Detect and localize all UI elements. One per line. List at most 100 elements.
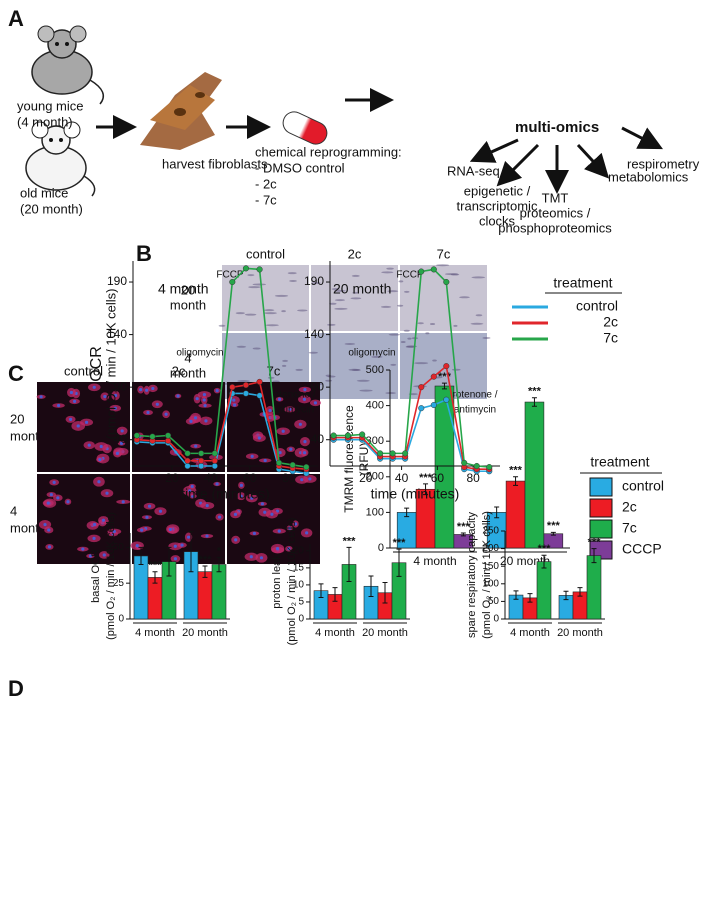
point [242,390,249,397]
label: chemical reprogramming: [255,144,402,159]
nucleus [113,393,118,398]
error-bar [382,582,388,604]
y-tick-label: 20 [293,545,305,556]
nucleus [49,493,53,497]
x-tick-label: 20 month [182,627,228,639]
point [289,461,296,468]
cell [334,299,346,302]
point [229,278,236,286]
point [242,265,249,272]
nucleus [257,436,261,440]
label: clocks [479,213,516,228]
x-tick-label: 20 [165,471,179,485]
cell [405,345,416,348]
point [133,432,140,439]
error-bar [216,556,222,573]
nucleus [277,529,281,533]
fibroblasts [140,72,222,150]
point [165,432,172,439]
bar [586,555,602,620]
nucleus [66,500,70,504]
point [198,450,205,457]
error-bar [138,546,144,566]
nucleus [233,403,237,407]
hub-label: multi-omics [515,119,599,136]
y-tick-label: 250 [482,526,499,537]
nucleus [288,526,292,530]
nucleus [76,424,80,428]
nucleus [190,484,194,488]
y-axis-label: spare respiratory capacity [466,512,478,638]
point [430,373,437,380]
significance-label: *** [343,535,357,547]
label: respirometry [627,156,700,171]
legend-label: 2c [603,314,618,330]
point [443,396,450,403]
point [359,431,366,438]
arrow [621,126,664,150]
nucleus [43,522,47,527]
y-tick-label: 90 [114,379,128,393]
bar [133,555,149,620]
nucleus [250,496,254,500]
point [389,450,396,457]
point [377,450,384,457]
nucleus [176,394,180,398]
cell [414,362,429,365]
y-tick-label: 100 [366,506,384,518]
nucleus [173,557,178,561]
annotation: rotenone / [452,390,497,401]
error-bar [318,583,324,599]
point [229,384,236,391]
y-tick-label: 500 [366,364,384,376]
label: TMT [542,190,569,205]
cell [459,296,470,299]
y-axis-label: basal OCR [90,549,102,603]
label: phosphoproteomics [498,220,612,235]
nucleus [121,500,125,504]
point [184,457,191,464]
nucleus [115,451,120,456]
cell [407,337,412,340]
cell [252,347,261,350]
legend-label: 7c [603,330,618,346]
significance-label: *** [547,520,561,532]
y-tick-label: 150 [482,561,499,572]
y-tick-label: 40 [311,432,325,446]
nucleus [168,527,172,532]
nucleus [92,385,96,389]
nucleus [270,512,274,516]
annotation: rotenone / [270,390,315,401]
significance-label: *** [199,554,213,566]
nucleus [234,538,238,542]
y-tick-label: 50 [488,596,500,607]
nucleus [103,394,107,399]
nucleus [92,536,96,540]
y-tick-label: 40 [114,432,128,446]
nucleus [97,480,101,484]
nucleus [145,515,149,519]
cell [295,368,303,371]
nucleus [146,410,150,415]
point [165,437,172,444]
cell [281,310,286,313]
nucleus [239,494,243,498]
cell [400,340,406,343]
label: transcriptomic [457,198,538,213]
point [402,450,409,457]
panel-letter: B [136,241,152,266]
label: RNA-seq [447,163,500,178]
nucleus [194,444,198,448]
nucleus [140,528,144,532]
cell [334,307,348,310]
nucleus [145,388,149,392]
error-bar [332,587,338,602]
nucleus [173,544,177,548]
label: epigenetic / [464,183,531,198]
point [430,401,437,409]
point [256,378,263,385]
x-tick-label: 4 month [135,627,175,639]
panel-letter: A [8,6,24,31]
row-label: 4 [10,503,17,518]
label: (20 month) [20,201,83,216]
